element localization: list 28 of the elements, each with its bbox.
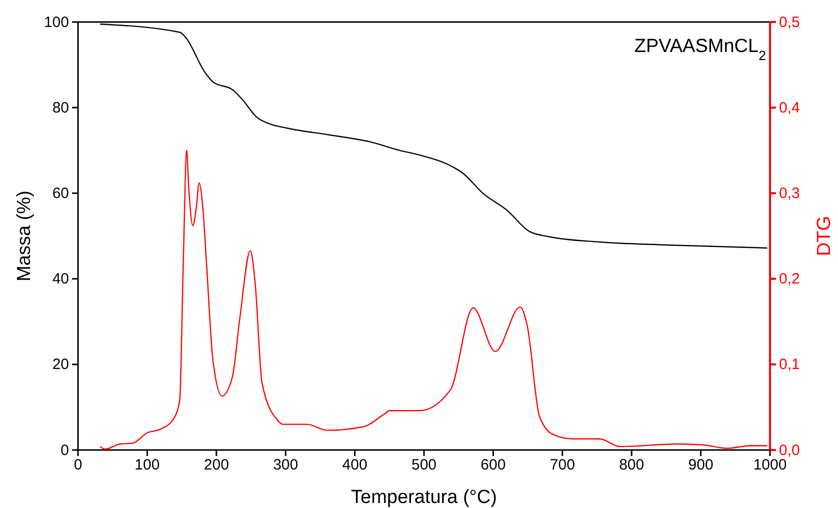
y-tick-label: 0 (60, 442, 69, 459)
y-tick-label: 40 (52, 270, 69, 288)
line-series (100, 150, 768, 450)
x-tick-label: 600 (480, 456, 506, 474)
y2-axis-title: DTG (814, 216, 835, 256)
y2-tick-label: 0,4 (779, 99, 800, 116)
x-axis-title: Temperatura (°C) (351, 487, 497, 508)
x-tick-label: 0 (74, 456, 82, 474)
y-axis-title: Massa (%) (14, 190, 35, 282)
y2-tick-label: 0,1 (779, 356, 800, 374)
y2-tick-label: 0,2 (779, 270, 800, 288)
x-tick-label: 700 (550, 456, 575, 474)
x-tick-label: 200 (204, 456, 229, 474)
y-tick-label: 20 (52, 356, 69, 374)
x-tick-label: 1000 (753, 456, 787, 474)
y-tick-label: 80 (52, 99, 69, 116)
x-tick-label: 800 (619, 456, 644, 474)
x-tick-label: 400 (342, 456, 368, 474)
x-tick-label: 100 (134, 456, 160, 474)
annotation: ZPVAASMnCL$_{2}$ (634, 36, 766, 62)
y-tick-label: 60 (52, 185, 69, 202)
y-tick-label: 100 (44, 14, 69, 31)
x-tick-label: 900 (688, 456, 714, 474)
y2-tick-label: 0,5 (779, 14, 800, 31)
y2-tick-label: 0,0 (779, 442, 800, 459)
y2-tick-label: 0,3 (779, 185, 800, 202)
x-tick-label: 300 (273, 456, 298, 474)
x-tick-label: 500 (411, 456, 437, 474)
